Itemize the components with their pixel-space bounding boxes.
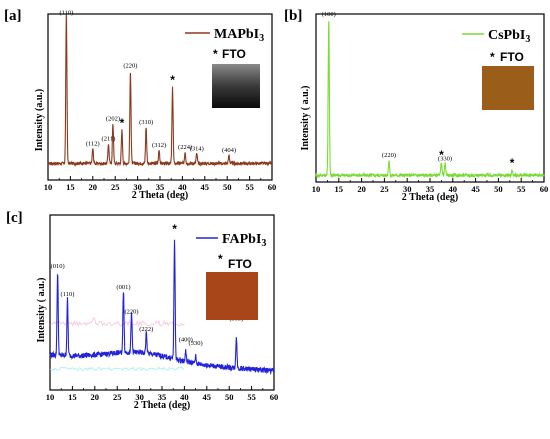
peak-label: (220)	[124, 309, 138, 316]
panel-a: [a] 10 15 20 25 30 35 40 45 50 55 60 2 Theta (deg)…	[4, 8, 276, 201]
x-tick-label: 30	[135, 392, 144, 402]
panel-c-x-ticks: 10 15 20 25 30 35 40 45 50 55 60	[46, 386, 279, 402]
x-tick-label: 35	[158, 392, 167, 402]
panel-a-label: [a]	[4, 8, 22, 24]
panel-c-label: [c]	[6, 210, 23, 226]
x-tick-label: 15	[68, 392, 77, 402]
peak-label: (211)	[102, 135, 116, 142]
x-tick-label: 40	[180, 392, 189, 402]
peak-label: (330)	[189, 340, 203, 347]
x-tick-label: 45	[203, 392, 212, 402]
peak-label: (110)	[59, 9, 73, 16]
x-tick-label: 45	[201, 182, 210, 192]
x-tick-label: 25	[111, 182, 120, 192]
peak-label: (112)	[86, 140, 100, 147]
panel-a-film-photo	[212, 64, 260, 108]
x-tick-label: 30	[133, 182, 142, 192]
x-tick-label: 50	[494, 184, 503, 194]
x-tick-label: 55	[245, 182, 254, 192]
panel-b-fto-marker: *	[490, 50, 495, 64]
peak-label: (400)	[179, 337, 193, 344]
fto-peak-marker: *	[172, 222, 177, 236]
peak-label: (224)	[178, 144, 192, 151]
panel-b-label: [b]	[284, 8, 302, 24]
panel-b-y-axis-title: Intensity ( a.u.)	[300, 85, 311, 150]
x-tick-label: 35	[156, 182, 165, 192]
x-tick-label: 25	[113, 392, 122, 402]
x-tick-label: 20	[357, 184, 366, 194]
x-tick-label: 55	[517, 184, 526, 194]
x-tick-label: 25	[380, 184, 389, 194]
panel-b-peak-labels: (100)(220) *(330) *	[322, 11, 515, 170]
panel-a-series-line	[47, 13, 273, 167]
peak-label: (110)	[61, 291, 75, 298]
panel-b-series-line	[315, 21, 545, 179]
x-tick-label: 60	[540, 184, 549, 194]
panel-a-fto-marker: *	[213, 47, 218, 61]
x-tick-label: 40	[178, 182, 187, 192]
peak-label: (001)	[116, 284, 130, 291]
x-tick-label: 20	[89, 182, 98, 192]
x-tick-label: 45	[471, 184, 480, 194]
panel-b-fto-note: FTO	[500, 50, 524, 64]
peak-label: (220)	[382, 152, 396, 159]
panel-c-x-axis-title: 2 Theta (deg)	[134, 400, 190, 411]
peak-label: (222)	[139, 326, 153, 333]
panel-c-film-photo	[206, 272, 258, 320]
panel-a-x-axis-title: 2 Theta (deg)	[132, 190, 188, 201]
x-tick-label: 20	[91, 392, 100, 402]
x-tick-label: 55	[247, 392, 256, 402]
fto-peak-marker: *	[170, 73, 175, 87]
panel-c-fto-note: FTO	[228, 257, 252, 271]
x-tick-label: 10	[44, 182, 53, 192]
x-tick-label: 10	[312, 184, 321, 194]
panel-b-legend-label: CsPbI3	[488, 28, 530, 45]
x-tick-label: 50	[223, 182, 232, 192]
panel-a-x-ticks: 10 15 20 25 30 35 40 45 50 55 60	[44, 176, 277, 192]
peak-label: (010)	[51, 263, 65, 270]
panel-c: [c] 10 15 20 25 30 35 40 45 50 55 60 2 Theta (deg)…	[6, 210, 278, 411]
x-tick-label: 60	[270, 392, 279, 402]
panel-a-y-axis-title: Intensity (a.u.)	[34, 89, 45, 152]
panel-a-fto-note: FTO	[222, 47, 246, 61]
fto-peak-marker: *	[120, 116, 125, 130]
peak-label: (100)	[322, 11, 336, 18]
peak-label: (404)	[222, 147, 236, 154]
peak-label: (314)	[190, 145, 204, 152]
peak-label: (220)	[123, 62, 137, 69]
fto-peak-marker: *	[439, 148, 444, 162]
panel-b-film-photo	[482, 66, 534, 110]
panel-c-ghost-trace-cyan	[49, 366, 185, 372]
x-tick-label: 30	[403, 184, 412, 194]
panel-b-x-ticks: 10 15 20 25 30 35 40 45 50 55 60	[312, 178, 549, 194]
panel-c-legend-label: FAPbI3	[222, 232, 266, 249]
peak-label: (310)	[139, 119, 153, 126]
panel-b: [b] 10 15 20 25 30 35 40 45 50 55 60 2 Theta (deg)…	[284, 8, 548, 203]
x-tick-label: 35	[426, 184, 435, 194]
peak-label: (312)	[152, 142, 166, 149]
x-tick-label: 60	[268, 182, 277, 192]
x-tick-label: 50	[225, 392, 234, 402]
x-tick-label: 10	[46, 392, 55, 402]
x-tick-label: 15	[66, 182, 75, 192]
panel-c-fto-marker: *	[218, 252, 223, 266]
panel-c-series-line	[49, 239, 275, 376]
x-tick-label: 15	[335, 184, 344, 194]
panel-a-peak-labels: (110)(112)(211)(202) *(220)(310)(312)*(22…	[59, 9, 236, 154]
peak-label: (202)	[106, 116, 120, 123]
peak-label: (330)	[438, 156, 452, 163]
panel-a-legend-label: MAPbI3	[214, 27, 264, 44]
panel-b-x-axis-title: 2 Theta (deg)	[402, 192, 458, 203]
panel-c-ghost-trace-pink	[49, 316, 185, 327]
fto-peak-marker: *	[510, 156, 515, 170]
x-tick-label: 40	[449, 184, 458, 194]
panel-c-y-axis-title: Intensity ( a.u.)	[36, 277, 47, 342]
